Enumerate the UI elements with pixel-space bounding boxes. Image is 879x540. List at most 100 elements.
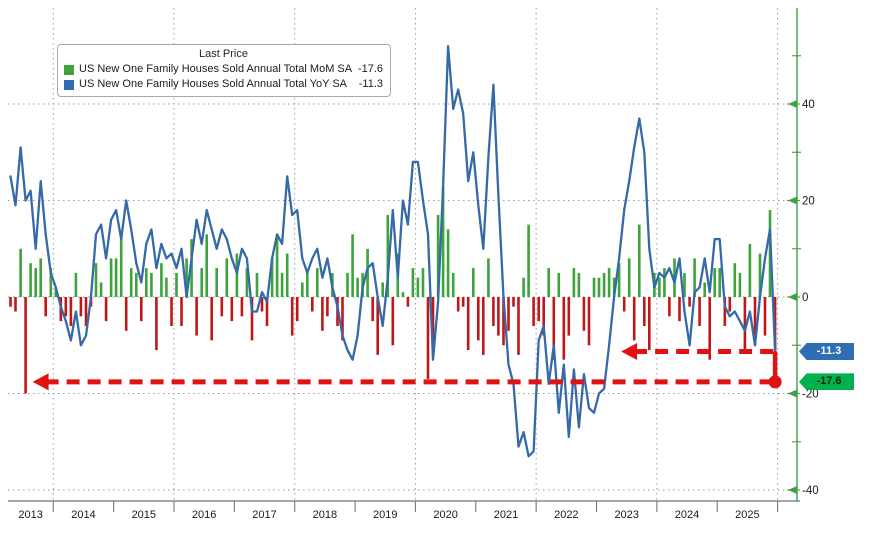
mom-bar-negative (124, 297, 128, 331)
mom-bar-positive (381, 282, 384, 297)
mom-bar-positive (160, 263, 163, 297)
mom-bar-positive (175, 272, 178, 297)
legend-item-mom[interactable]: US New One Family Houses Sold Annual Tot… (64, 62, 383, 77)
mom-bar-negative (24, 297, 27, 394)
mom-bar-negative (512, 297, 515, 307)
mom-bar-negative (728, 297, 732, 312)
y-axis-tick-arrow-icon (788, 389, 797, 398)
mom-bar-negative (311, 297, 314, 312)
mom-bar-positive (205, 234, 208, 297)
x-axis-year-label: 2023 (614, 509, 638, 521)
mom-bar-positive (215, 268, 218, 298)
mom-bar-positive (703, 282, 706, 297)
mom-bar-negative (295, 297, 299, 322)
y-axis-tick-arrow-icon (788, 100, 797, 108)
mom-bar-negative (743, 297, 747, 351)
y-axis-tick-label: 40 (802, 99, 815, 111)
mom-bar-positive (693, 258, 696, 297)
mom-bar-positive (738, 272, 742, 297)
mom-bar-positive (592, 277, 596, 297)
mom-bar-positive (316, 268, 319, 298)
mom-bar-positive (150, 272, 153, 297)
legend-box: Last Price US New One Family Houses Sold… (57, 44, 391, 97)
mom-bar-negative (155, 297, 158, 351)
mom-bar-negative (341, 297, 344, 341)
x-axis-year-label: 2013 (18, 509, 42, 521)
mom-bar-positive (602, 272, 606, 297)
mom-bar-positive (733, 263, 737, 297)
mom-bar-positive (49, 268, 53, 298)
mom-bar-negative (632, 297, 636, 341)
x-axis-year-label: 2022 (554, 509, 578, 521)
mom-bar-positive (547, 268, 550, 298)
y-axis-tick-label: -40 (802, 485, 819, 497)
mom-bar-negative (678, 297, 681, 322)
x-axis-year-label: 2016 (192, 509, 216, 521)
mom-bar-negative (622, 297, 626, 312)
mom-bars-series (9, 186, 777, 394)
mom-bar-negative (668, 297, 671, 317)
mom-bar-positive (74, 272, 78, 297)
x-axis-year-label: 2024 (675, 509, 699, 521)
x-axis-year-label: 2021 (494, 509, 518, 521)
mom-bar-negative (406, 297, 410, 307)
x-axis-year-label: 2015 (132, 509, 156, 521)
mom-last-value-badge: -17.6 (799, 373, 854, 391)
mom-bar-negative (265, 297, 269, 326)
mom-bar-negative (9, 297, 12, 307)
mom-bar-positive (185, 258, 188, 297)
mom-bar-positive (758, 253, 762, 297)
mom-bar-negative (391, 297, 395, 346)
mom-bar-positive (748, 243, 752, 297)
mom-bar-positive (366, 248, 369, 298)
mom-bar-positive (411, 268, 415, 298)
x-axis-year-label: 2020 (433, 509, 457, 521)
mom-bar-negative (532, 297, 535, 326)
last-point-dot-icon (768, 375, 782, 389)
x-axis-year-label: 2025 (735, 509, 759, 521)
yoy-last-value-badge: -11.3 (799, 343, 854, 361)
mom-bar-negative (582, 297, 586, 331)
mom-bar-positive (416, 277, 420, 297)
mom-bar-positive (446, 229, 450, 297)
mom-bar-positive (386, 215, 390, 297)
yoy-series-swatch-icon (64, 79, 74, 90)
legend-item-yoy[interactable]: US New One Family Houses Sold Annual Tot… (64, 77, 383, 92)
y-axis-tick-arrow-icon (788, 486, 797, 494)
mom-bar-negative (763, 297, 767, 336)
mom-bar-positive (658, 277, 661, 297)
y-axis-tick-label: 20 (802, 196, 815, 208)
mom-bar-positive (441, 186, 445, 297)
annotations (32, 343, 782, 391)
mom-bar-negative (723, 297, 727, 326)
mom-bar-positive (235, 253, 239, 297)
mom-bar-negative (84, 297, 88, 326)
mom-bar-negative (44, 297, 47, 317)
mom-bar-positive (135, 272, 138, 297)
mom-bar-positive (627, 258, 631, 297)
mom-bar-positive (285, 253, 289, 297)
mom-bar-negative (643, 297, 646, 326)
mom-last-price: -17.6 (357, 63, 383, 75)
mom-bar-negative (250, 297, 254, 341)
mom-bar-negative (461, 297, 465, 307)
mom-bar-positive (557, 272, 561, 297)
mom-bar-positive (119, 234, 123, 297)
mom-bar-positive (346, 272, 349, 297)
mom-bar-positive (401, 292, 405, 297)
x-axis-year-label: 2014 (71, 509, 95, 521)
mom-bar-negative (492, 297, 495, 326)
mom-bar-negative (456, 297, 460, 312)
yoy-last-price: -11.3 (358, 78, 383, 90)
mom-bar-positive (522, 277, 525, 297)
mom-bar-negative (69, 297, 73, 326)
mom-bar-positive (351, 234, 354, 297)
mom-bar-negative (210, 297, 213, 341)
mom-bar-negative (321, 297, 324, 331)
mom-bar-negative (542, 297, 545, 336)
mom-bar-positive (638, 224, 641, 297)
yoy-line-series (9, 44, 777, 458)
mom-bar-negative (220, 297, 224, 317)
